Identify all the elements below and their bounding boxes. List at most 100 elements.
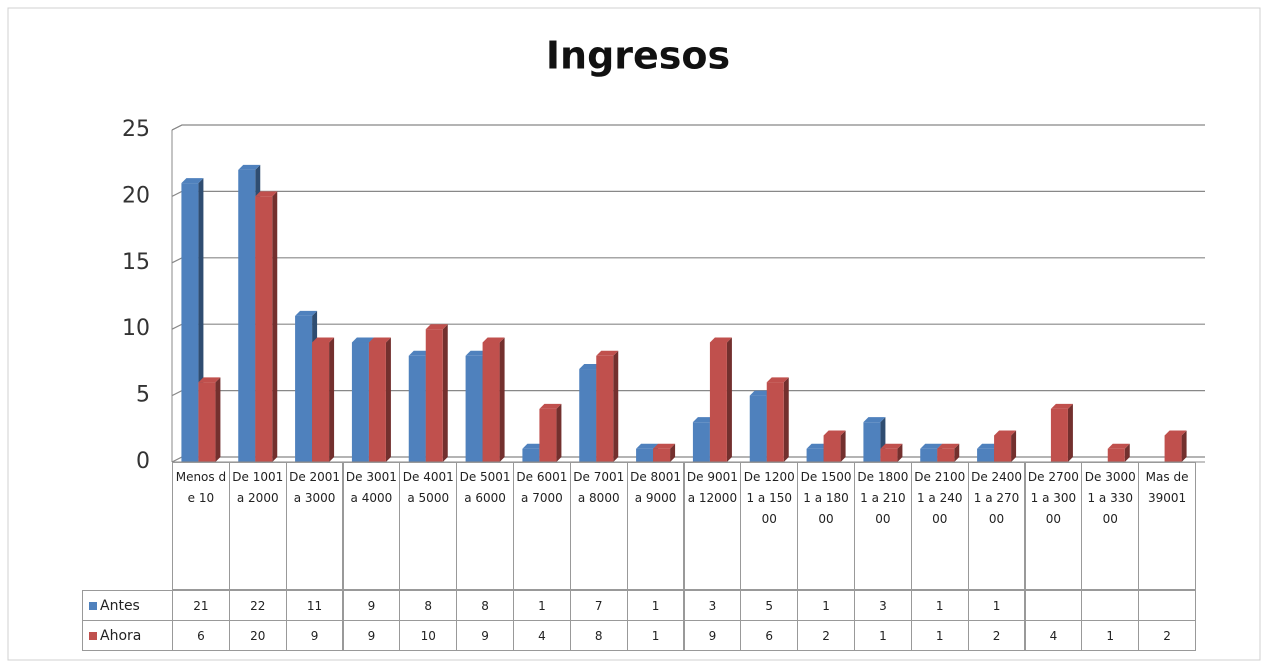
bar	[198, 377, 221, 462]
bar	[709, 337, 732, 462]
bar	[880, 443, 903, 462]
bar-face	[670, 443, 676, 462]
bar	[596, 350, 619, 462]
bar-face	[465, 350, 488, 356]
legend-label: Antes	[100, 597, 140, 614]
table-value	[1138, 590, 1196, 621]
bar-face	[994, 435, 1012, 462]
x-tick-label: De 6001 a 7000	[513, 462, 571, 590]
table-value: 1	[513, 590, 571, 621]
table-value: 9	[683, 620, 742, 651]
x-tick-label: De 15001 a 18000	[797, 462, 855, 590]
bar-face	[783, 377, 789, 462]
table-value: 5	[740, 590, 799, 621]
table-value: 11	[285, 590, 344, 621]
x-tick-label: De 1001 a 2000	[228, 462, 287, 590]
table-value: 21	[172, 590, 230, 621]
bar-face	[368, 337, 391, 343]
bar-face	[749, 390, 772, 396]
table-value: 4	[1024, 620, 1083, 651]
bar	[1164, 430, 1187, 462]
table-value: 6	[740, 620, 799, 651]
bar-face	[937, 443, 960, 449]
table-value: 6	[172, 620, 230, 651]
bar-face	[238, 164, 261, 170]
bar-face	[709, 342, 727, 462]
bar-face	[823, 430, 846, 436]
bar-face	[238, 169, 256, 462]
bar-face	[351, 337, 374, 343]
bar	[425, 324, 448, 462]
table-value: 9	[456, 620, 514, 651]
table-value: 2	[797, 620, 855, 651]
bar-face	[937, 448, 955, 462]
table-value: 8	[456, 590, 514, 621]
bar-face	[312, 337, 335, 343]
bar	[653, 443, 676, 462]
bar-face	[579, 364, 602, 370]
bar-face	[465, 355, 483, 462]
bar-face	[1164, 430, 1187, 436]
table-value	[1024, 590, 1083, 621]
bar-face	[425, 324, 448, 330]
bar-face	[522, 443, 545, 449]
bar	[994, 430, 1017, 462]
bar-face	[806, 443, 829, 449]
table-value: 10	[399, 620, 458, 651]
table-value: 3	[854, 590, 912, 621]
legend-entry: Ahora	[82, 620, 173, 651]
bar-face	[1011, 430, 1017, 462]
bar-face	[977, 443, 1000, 449]
bar-face	[653, 443, 676, 449]
x-tick-label: De 18001 a 21000	[854, 462, 912, 590]
bar-face	[1107, 448, 1125, 462]
x-tick-label: De 5001 a 6000	[456, 462, 514, 590]
bar	[1107, 443, 1130, 462]
x-tick-label: De 9001 a 12000	[683, 462, 742, 590]
bar-face	[482, 342, 500, 462]
bar-face	[579, 369, 597, 462]
bar-face	[385, 337, 391, 462]
bar-face	[482, 337, 505, 343]
bar-face	[596, 350, 619, 356]
table-value: 1	[910, 620, 969, 651]
bar-face	[766, 377, 789, 383]
bar-face	[329, 337, 335, 462]
bar-face	[499, 337, 505, 462]
x-tick-label: Menos de 10	[172, 462, 230, 590]
bar-face	[880, 448, 898, 462]
bar-face	[766, 382, 784, 462]
table-value: 1	[797, 590, 855, 621]
bar-face	[408, 350, 431, 356]
bar	[766, 377, 789, 462]
table-value: 1	[967, 590, 1026, 621]
table-value: 9	[285, 620, 344, 651]
bar-face	[539, 408, 557, 462]
bar	[482, 337, 505, 462]
bar	[1050, 403, 1073, 462]
bar-face	[920, 443, 943, 449]
bar-face	[408, 355, 426, 462]
x-tick-label: De 3001 a 4000	[342, 462, 401, 590]
table-value: 1	[1081, 620, 1140, 651]
bar-face	[198, 377, 221, 383]
x-tick-label: De 24001 a 27000	[967, 462, 1026, 590]
bar-face	[539, 403, 562, 409]
bar-face	[863, 417, 886, 423]
table-value: 9	[342, 590, 401, 621]
x-tick-label: De 7001 a 8000	[569, 462, 628, 590]
legend-entry: Antes	[82, 590, 173, 621]
bar-face	[726, 337, 732, 462]
y-tick-label: 25	[122, 117, 150, 142]
bar-face	[1124, 443, 1130, 462]
table-value: 8	[399, 590, 458, 621]
bar-face	[636, 443, 659, 449]
y-tick-label: 20	[122, 183, 150, 208]
bar-face	[312, 342, 330, 462]
bar-face	[977, 448, 995, 462]
bar-face	[295, 310, 318, 316]
grid-line	[171, 190, 1205, 197]
bar-face	[880, 443, 903, 449]
